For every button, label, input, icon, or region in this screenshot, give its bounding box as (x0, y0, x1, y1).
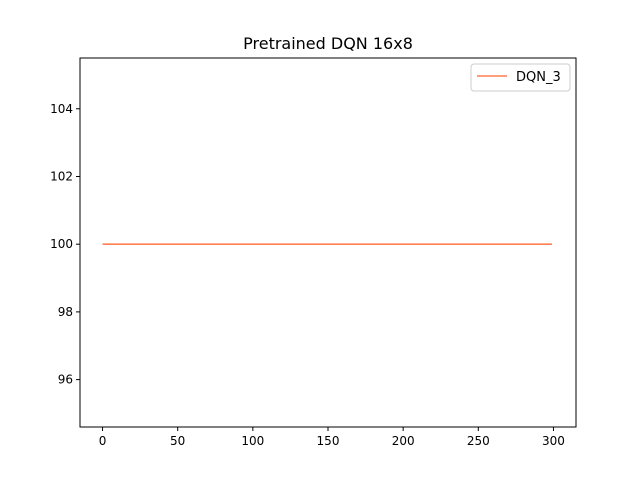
y-tick-label: 100 (50, 237, 73, 251)
legend-box (470, 63, 571, 92)
legend: DQN_3 (470, 63, 571, 92)
legend-label: DQN_3 (516, 70, 561, 85)
x-tick-label: 0 (99, 434, 107, 448)
chart-title: Pretrained DQN 16x8 (243, 34, 413, 53)
plot-frame (79, 57, 577, 428)
y-tick-label: 96 (58, 373, 73, 387)
x-tick-label: 250 (467, 434, 490, 448)
x-tick-label: 300 (542, 434, 565, 448)
y-tick-label: 98 (58, 305, 73, 319)
x-tick-label: 50 (170, 434, 185, 448)
x-tick-label: 200 (392, 434, 415, 448)
x-tick-label: 100 (241, 434, 264, 448)
axis-ticks: 0 50 100 150 200 250 300 96 98 100 102 104 (50, 102, 565, 448)
y-tick-label: 104 (50, 102, 73, 116)
x-tick-label: 150 (317, 434, 340, 448)
y-tick-label: 102 (50, 169, 73, 183)
